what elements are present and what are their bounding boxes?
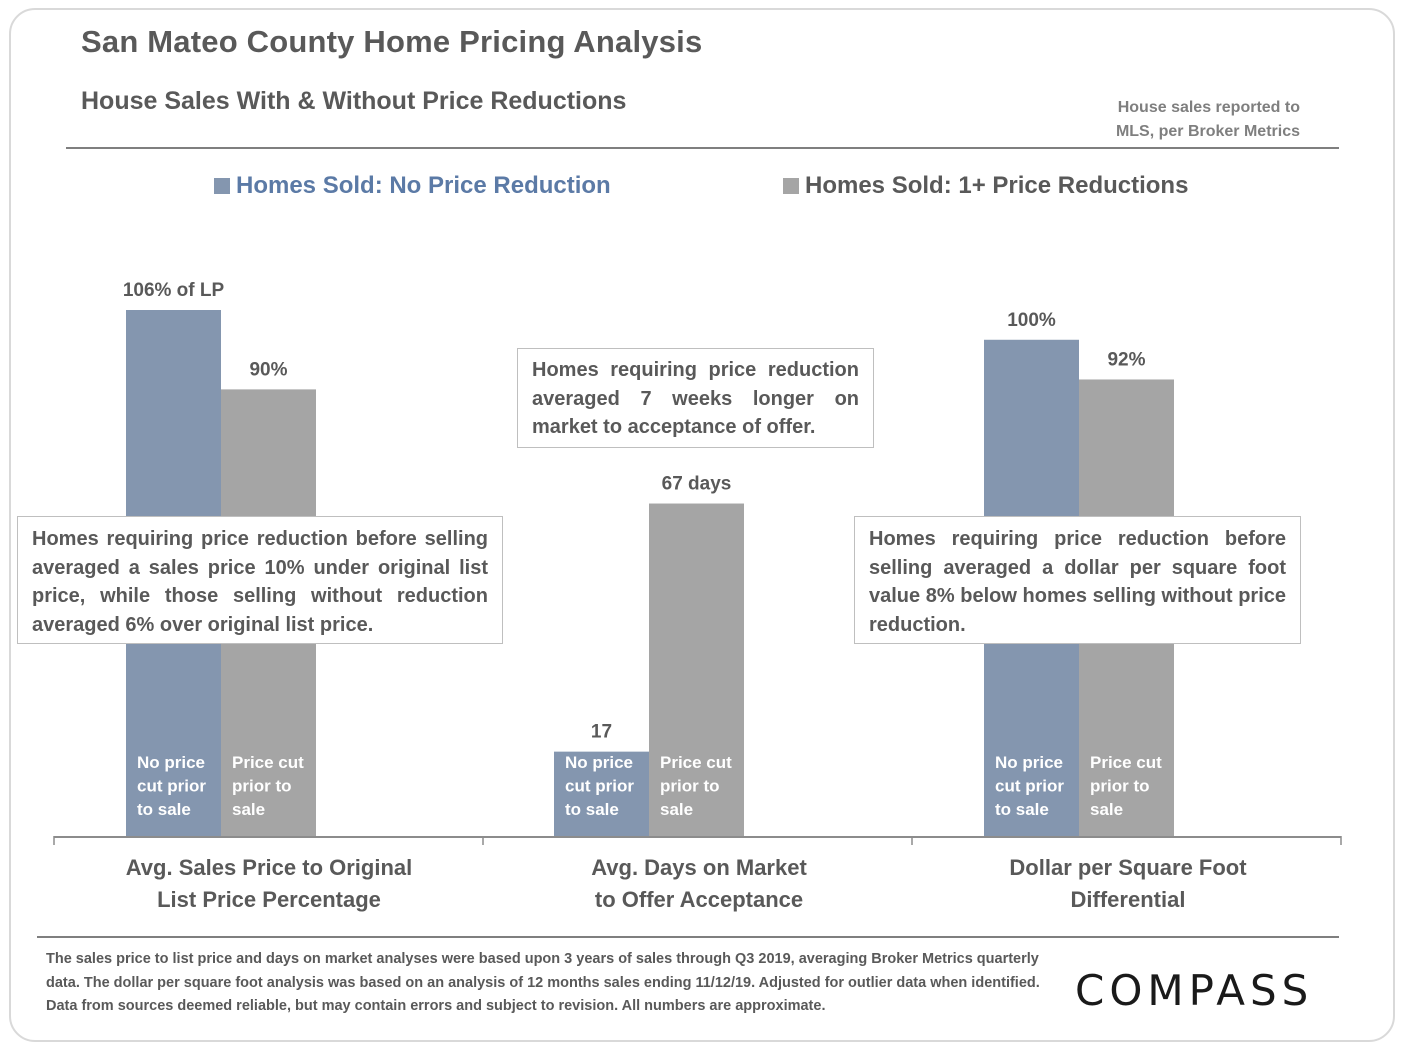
- legend-swatch-no-reduction: [214, 178, 230, 194]
- logo-text: COMPASS: [1075, 966, 1314, 1015]
- bar-with-reduction: [649, 503, 744, 836]
- footer-divider: [37, 936, 1339, 938]
- bar-inner-label: prior to: [660, 777, 720, 796]
- data-label: 90%: [249, 359, 287, 380]
- bar-inner-label: Price cut: [232, 753, 304, 772]
- legend-label-with-reduction: Homes Sold: 1+ Price Reductions: [805, 172, 1189, 199]
- bar-inner-label: sale: [1090, 800, 1123, 819]
- bar-inner-label: Price cut: [1090, 753, 1162, 772]
- legend-label-no-reduction: Homes Sold: No Price Reduction: [236, 172, 611, 199]
- data-label: 106% of LP: [123, 280, 225, 301]
- category-label-price-per-sqft: Dollar per Square Foot Differential: [913, 852, 1343, 916]
- source-note-line-1: House sales reported to: [1117, 99, 1300, 116]
- bar-inner-label: cut prior: [137, 777, 206, 796]
- bar-inner-label: prior to: [1090, 777, 1150, 796]
- annotation-sales-price: Homes requiring price reduction before s…: [17, 516, 503, 644]
- legend-item-no-reduction: Homes Sold: No Price Reduction: [214, 172, 611, 200]
- data-label: 100%: [1007, 310, 1056, 331]
- data-label: 17: [591, 722, 612, 743]
- source-note-line-2: MLS, per Broker Metrics: [1115, 123, 1300, 140]
- category-label-line: Avg. Sales Price to Original: [125, 855, 413, 880]
- bar-inner-label: to sale: [995, 800, 1049, 819]
- data-label: 92%: [1107, 349, 1145, 370]
- compass-logo: COMPASS: [1075, 966, 1313, 1015]
- header-divider: [66, 147, 1339, 149]
- page-subtitle: House Sales With & Without Price Reducti…: [81, 87, 627, 115]
- annotation-price-per-sqft: Homes requiring price reduction before s…: [854, 516, 1301, 644]
- bar-inner-label: to sale: [565, 800, 619, 819]
- bar-inner-label: cut prior: [995, 777, 1064, 796]
- category-label-days-on-market: Avg. Days on Market to Offer Acceptance: [484, 852, 914, 916]
- legend-swatch-with-reduction: [783, 178, 799, 194]
- bar-inner-label: No price: [137, 753, 205, 772]
- bar-inner-label: Price cut: [660, 753, 732, 772]
- category-label-line: List Price Percentage: [157, 887, 381, 912]
- category-label-line: Differential: [1070, 887, 1186, 912]
- bar-inner-label: prior to: [232, 777, 292, 796]
- bar-inner-label: sale: [660, 800, 693, 819]
- bar-inner-label: sale: [232, 800, 265, 819]
- annotation-days-on-market: Homes requiring price reduction averaged…: [517, 348, 874, 448]
- category-label-sales-price: Avg. Sales Price to Original List Price …: [54, 852, 484, 916]
- bar-no-reduction: [554, 751, 649, 836]
- bar-inner-label: No price: [565, 753, 633, 772]
- category-label-line: Avg. Days on Market: [591, 855, 807, 880]
- category-label-line: Dollar per Square Foot: [1009, 855, 1247, 880]
- source-note: House sales reported to MLS, per Broker …: [1060, 96, 1300, 144]
- legend-item-with-reduction: Homes Sold: 1+ Price Reductions: [783, 172, 1188, 200]
- page-title: San Mateo County Home Pricing Analysis: [81, 24, 703, 59]
- data-label: 67 days: [662, 474, 732, 495]
- category-label-line: to Offer Acceptance: [594, 887, 804, 912]
- slide-frame: [9, 8, 1395, 1042]
- footnote: The sales price to list price and days o…: [46, 951, 1040, 1014]
- bar-inner-label: cut prior: [565, 777, 634, 796]
- bar-inner-label: No price: [995, 753, 1063, 772]
- bar-inner-label: to sale: [137, 800, 191, 819]
